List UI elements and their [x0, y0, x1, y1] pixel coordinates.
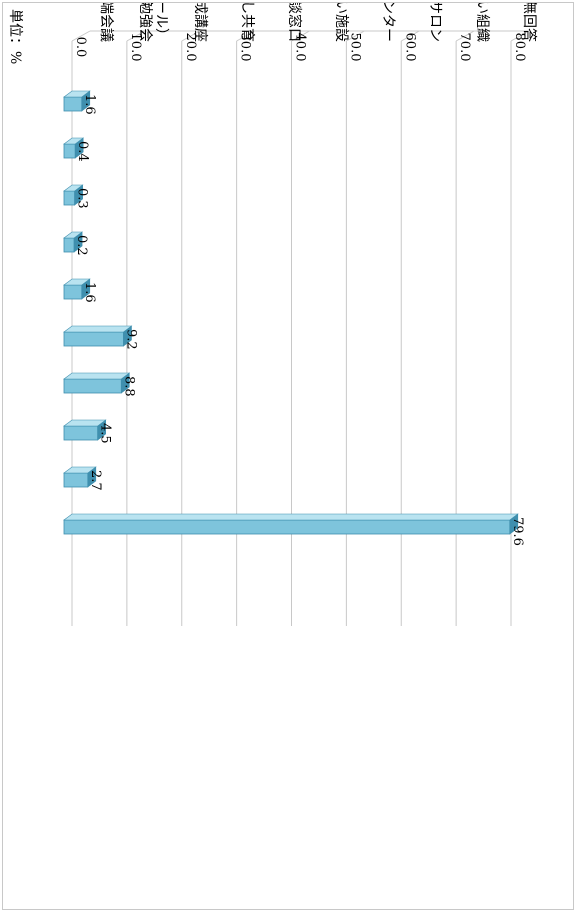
gridline-depth [510, 30, 530, 42]
category-label: にじいろサポーター養成講座 [192, 3, 209, 42]
category-label: 地域ふれあい施設 [333, 3, 349, 42]
bar [63, 96, 83, 112]
tick-label: 20.0 [183, 33, 198, 62]
tick-label: 80.0 [512, 33, 527, 62]
bar-side [63, 325, 133, 333]
bar-value-label: 4.5 [98, 423, 113, 444]
bar-side [63, 231, 83, 239]
category-label: ふくし勉強会 [137, 3, 153, 42]
category-label: ふくし共育 [239, 3, 255, 42]
bar-side [63, 184, 84, 192]
bar-side [63, 90, 91, 98]
bar-value-label: 1.6 [82, 282, 97, 303]
bar-value-label: 0.3 [75, 188, 90, 209]
bar-side [63, 137, 85, 145]
category-label: ふくし井戸端会議 [98, 3, 115, 42]
tick-label: 60.0 [402, 33, 417, 62]
category-label: ふくし相談窓口 [286, 3, 303, 42]
tick-label: 30.0 [238, 33, 253, 62]
bar [63, 472, 89, 488]
bar-side [63, 372, 131, 380]
gridline-depth [181, 30, 200, 42]
bar [63, 143, 76, 159]
category-label: 地域サロン [427, 3, 443, 42]
bar [63, 331, 124, 347]
bar-value-label: 9.2 [123, 329, 138, 350]
bar-chart: 0.0 10.0 20.0 30.0 40.0 50.0 60.0 70.0 80.0 1.6 ふく… [7, 3, 538, 626]
bar-side [63, 513, 519, 521]
bar-side [63, 466, 97, 474]
gridline-depth [291, 30, 310, 42]
category-label: 住民同士の助け合い組織 [474, 3, 490, 42]
gridline-depth [126, 30, 146, 42]
bar [63, 425, 99, 441]
bar [63, 378, 122, 394]
tick-label: 40.0 [293, 33, 308, 62]
tick-label: 10.0 [128, 33, 143, 62]
gridline-depth [71, 30, 91, 42]
bar [63, 519, 511, 535]
tick-label: 50.0 [347, 33, 362, 62]
category-label: 無回答 [521, 3, 538, 42]
bar-value-label: 8.8 [121, 376, 136, 397]
bar [63, 190, 76, 206]
tick-label: 70.0 [457, 33, 472, 62]
bar-value-label: 0.4 [75, 141, 90, 162]
bar-value-label: 79.6 [510, 517, 525, 546]
bar-side [63, 278, 91, 286]
category-label: 福祉センター [380, 3, 396, 42]
gridline-depth [401, 30, 420, 42]
gridline-depth [455, 30, 475, 42]
bar-value-label: 0.2 [74, 235, 89, 256]
tick-label: 0.0 [73, 37, 88, 58]
gridline-depth [236, 30, 255, 42]
bar-value-label: 1.6 [82, 94, 97, 115]
gridline-depth [346, 30, 365, 42]
bar-side [63, 419, 107, 427]
category-label: （知っトク！ふくしゼミナール） [153, 3, 170, 42]
bar [63, 284, 83, 300]
bar [63, 237, 75, 253]
unit-label: 単位：% [7, 9, 23, 64]
bar-value-label: 2.7 [88, 470, 103, 491]
